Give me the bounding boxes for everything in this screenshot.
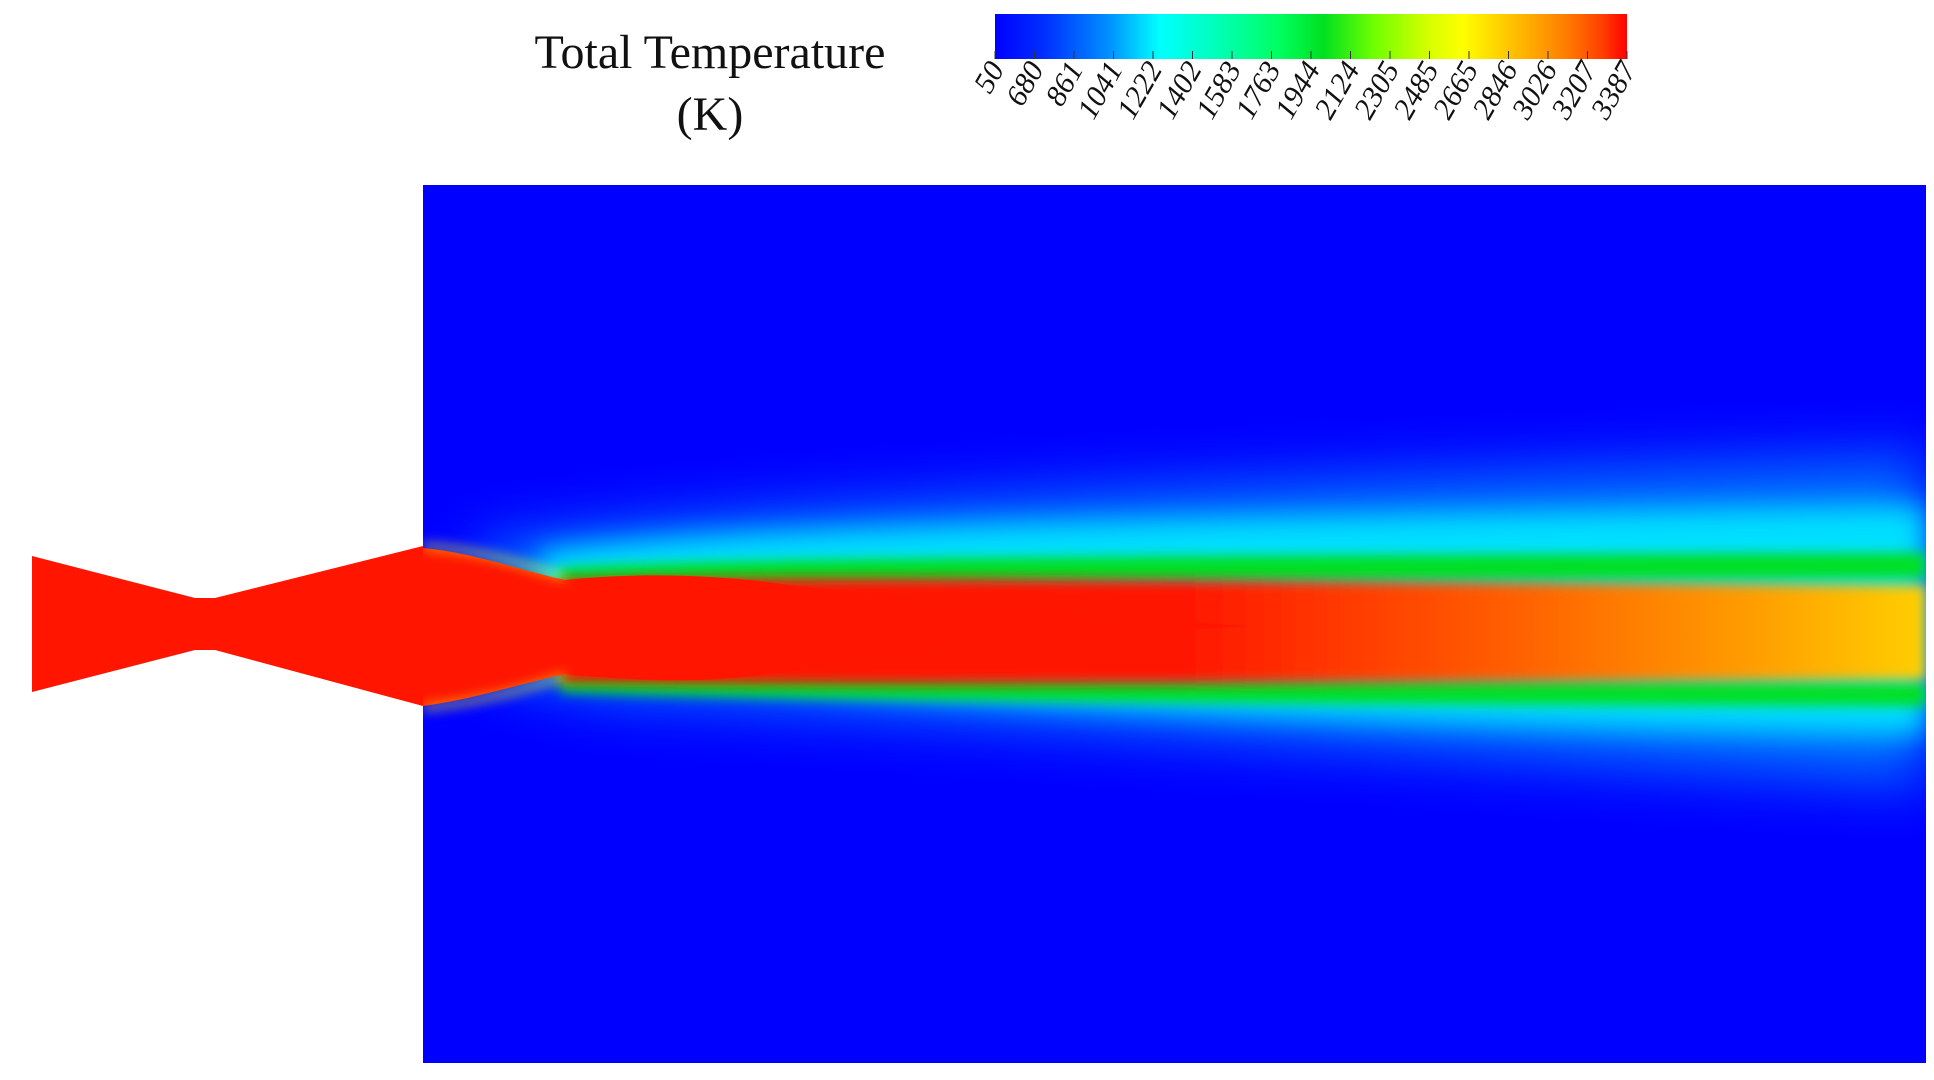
colorbar: 5068086110411222140215831763194421242305… [967, 14, 1644, 125]
shear-highlight-top [423, 544, 566, 580]
shear-highlight-bottom [423, 674, 566, 710]
colorbar-tick-labels: 5068086110411222140215831763194421242305… [967, 54, 1644, 125]
hot-core [423, 548, 1250, 706]
legend-title-line1: Total Temperature [534, 26, 886, 79]
colorbar-ticks [994, 51, 1628, 59]
legend-title-line2: (K) [676, 88, 744, 141]
jet-plume [423, 455, 1926, 785]
nozzle [32, 546, 423, 706]
legend-title: Total Temperature (K) [470, 22, 950, 146]
